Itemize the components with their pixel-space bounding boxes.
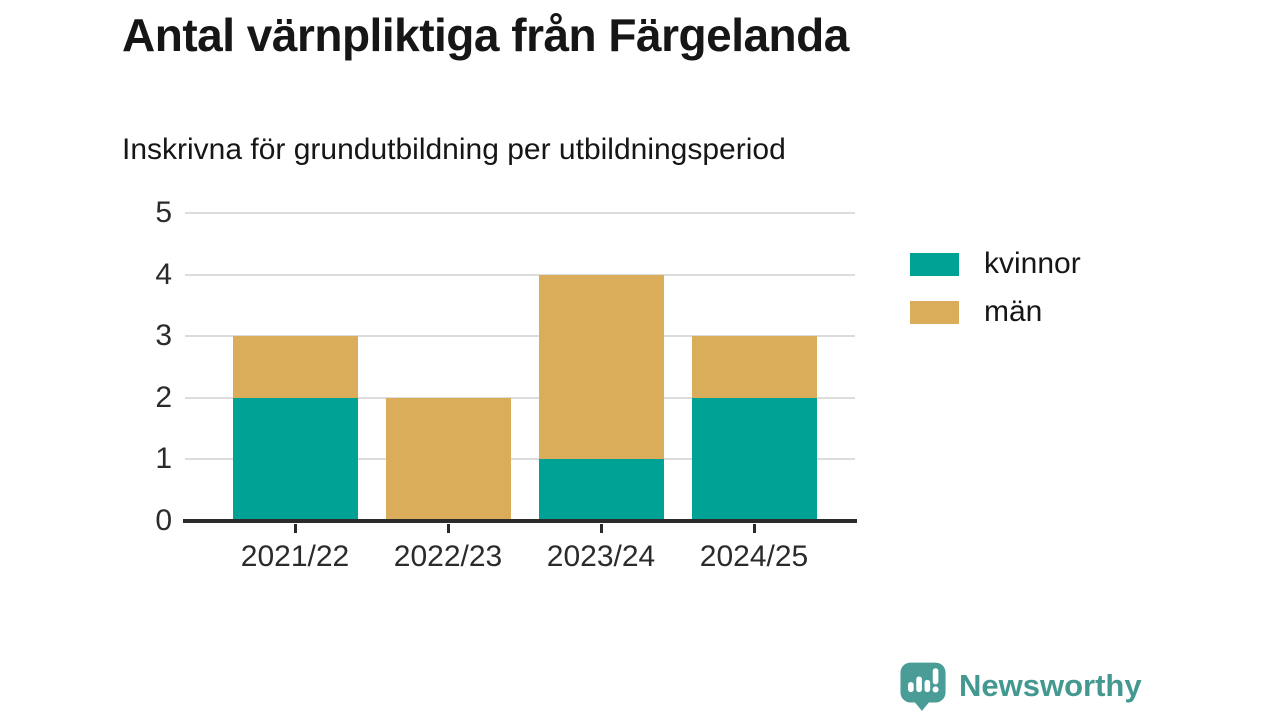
x-tick-label: 2024/25	[699, 540, 809, 573]
x-tick	[446, 524, 450, 533]
legend: kvinnor män	[910, 247, 1081, 343]
bar-segment-män	[538, 274, 664, 460]
bar-segment-kvinnor	[232, 397, 358, 521]
gridline	[185, 273, 855, 276]
chart-title: Antal värnpliktiga från Färgelanda	[122, 9, 849, 61]
x-tick	[599, 524, 603, 533]
legend-swatch	[910, 252, 959, 276]
brand-name: Newsworthy	[959, 668, 1142, 703]
y-tick-label: 1	[155, 442, 172, 476]
brand-logo[interactable]: Newsworthy	[897, 660, 1142, 712]
bar-segment-kvinnor	[538, 459, 664, 521]
bar-segment-män	[385, 397, 511, 521]
legend-label: män	[984, 295, 1043, 328]
bar-segment-män	[691, 336, 817, 398]
gridline	[185, 396, 855, 399]
gridline	[185, 335, 855, 338]
gridline	[185, 212, 855, 214]
x-tick	[293, 524, 297, 533]
y-tick-label: 5	[155, 196, 172, 229]
y-tick-label: 4	[155, 257, 172, 291]
gridline	[185, 458, 855, 461]
y-tick-label: 0	[155, 504, 172, 537]
bar-segment-kvinnor	[691, 397, 817, 521]
x-tick	[752, 524, 756, 533]
legend-label: kvinnor	[984, 247, 1081, 280]
y-tick-label: 2	[155, 380, 172, 414]
x-tick-label: 2023/24	[546, 540, 656, 573]
legend-item-kvinnor: kvinnor	[910, 247, 1081, 281]
legend-item-män: män	[910, 295, 1081, 329]
bar-segment-män	[232, 336, 358, 398]
legend-swatch	[910, 300, 959, 324]
x-tick-label: 2021/22	[240, 540, 350, 573]
y-tick-label: 3	[155, 319, 172, 353]
newsworthy-icon	[900, 662, 946, 711]
x-tick-label: 2022/23	[393, 540, 503, 573]
x-axis-line	[183, 519, 857, 523]
chart-subtitle: Inskrivna för grundutbildning per utbild…	[122, 133, 786, 166]
